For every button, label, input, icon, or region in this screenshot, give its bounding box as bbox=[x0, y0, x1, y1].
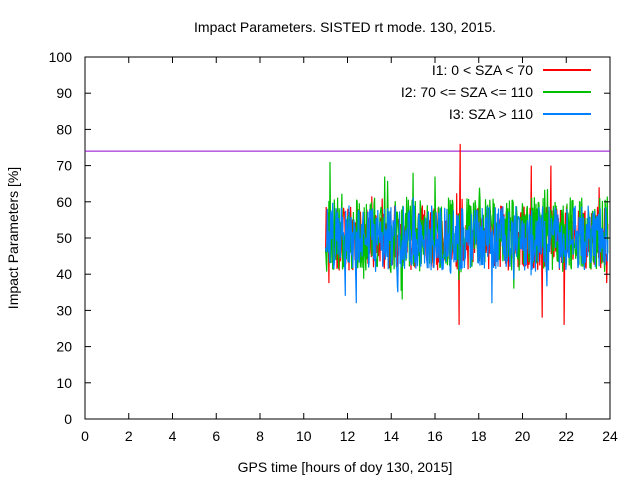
y-tick-label: 80 bbox=[56, 121, 72, 137]
x-tick-label: 2 bbox=[125, 428, 133, 444]
legend-label-i2: I2: 70 <= SZA <= 110 bbox=[401, 84, 533, 100]
y-tick-label: 70 bbox=[56, 158, 72, 174]
series-i3-line bbox=[325, 197, 609, 304]
x-tick-label: 16 bbox=[427, 428, 443, 444]
x-tick-label: 6 bbox=[212, 428, 220, 444]
x-tick-label: 18 bbox=[471, 428, 487, 444]
y-tick-label: 20 bbox=[56, 339, 72, 355]
x-tick-label: 22 bbox=[558, 428, 574, 444]
x-tick-label: 8 bbox=[256, 428, 264, 444]
x-tick-label: 20 bbox=[515, 428, 531, 444]
y-tick-label: 30 bbox=[56, 302, 72, 318]
x-tick-label: 12 bbox=[340, 428, 356, 444]
y-tick-label: 90 bbox=[56, 85, 72, 101]
x-tick-label: 14 bbox=[383, 428, 399, 444]
x-axis: 0 2 4 6 8 10 12 14 16 18 20 22 24 bbox=[81, 57, 618, 444]
y-axis-label: Impact Parameters [%] bbox=[5, 167, 21, 309]
y-tick-label: 60 bbox=[56, 194, 72, 210]
legend-label-i1: I1: 0 < SZA < 70 bbox=[432, 62, 533, 78]
x-tick-label: 0 bbox=[81, 428, 89, 444]
legend-label-i3: I3: SZA > 110 bbox=[449, 106, 533, 122]
y-tick-label: 10 bbox=[56, 375, 72, 391]
x-tick-label: 10 bbox=[296, 428, 312, 444]
x-axis-label: GPS time [hours of doy 130, 2015] bbox=[238, 459, 453, 475]
chart-title: Impact Parameters. SISTED rt mode. 130, … bbox=[194, 19, 496, 35]
x-tick-label: 24 bbox=[602, 428, 618, 444]
x-tick-label: 4 bbox=[169, 428, 177, 444]
y-tick-label: 50 bbox=[56, 230, 72, 246]
y-axis: 0 10 20 30 40 50 60 70 80 90 100 bbox=[49, 49, 610, 427]
y-tick-label: 0 bbox=[64, 411, 72, 427]
legend: I1: 0 < SZA < 70 I2: 70 <= SZA <= 110 I3: … bbox=[401, 62, 591, 122]
y-tick-label: 100 bbox=[49, 49, 73, 65]
y-tick-label: 40 bbox=[56, 266, 72, 282]
